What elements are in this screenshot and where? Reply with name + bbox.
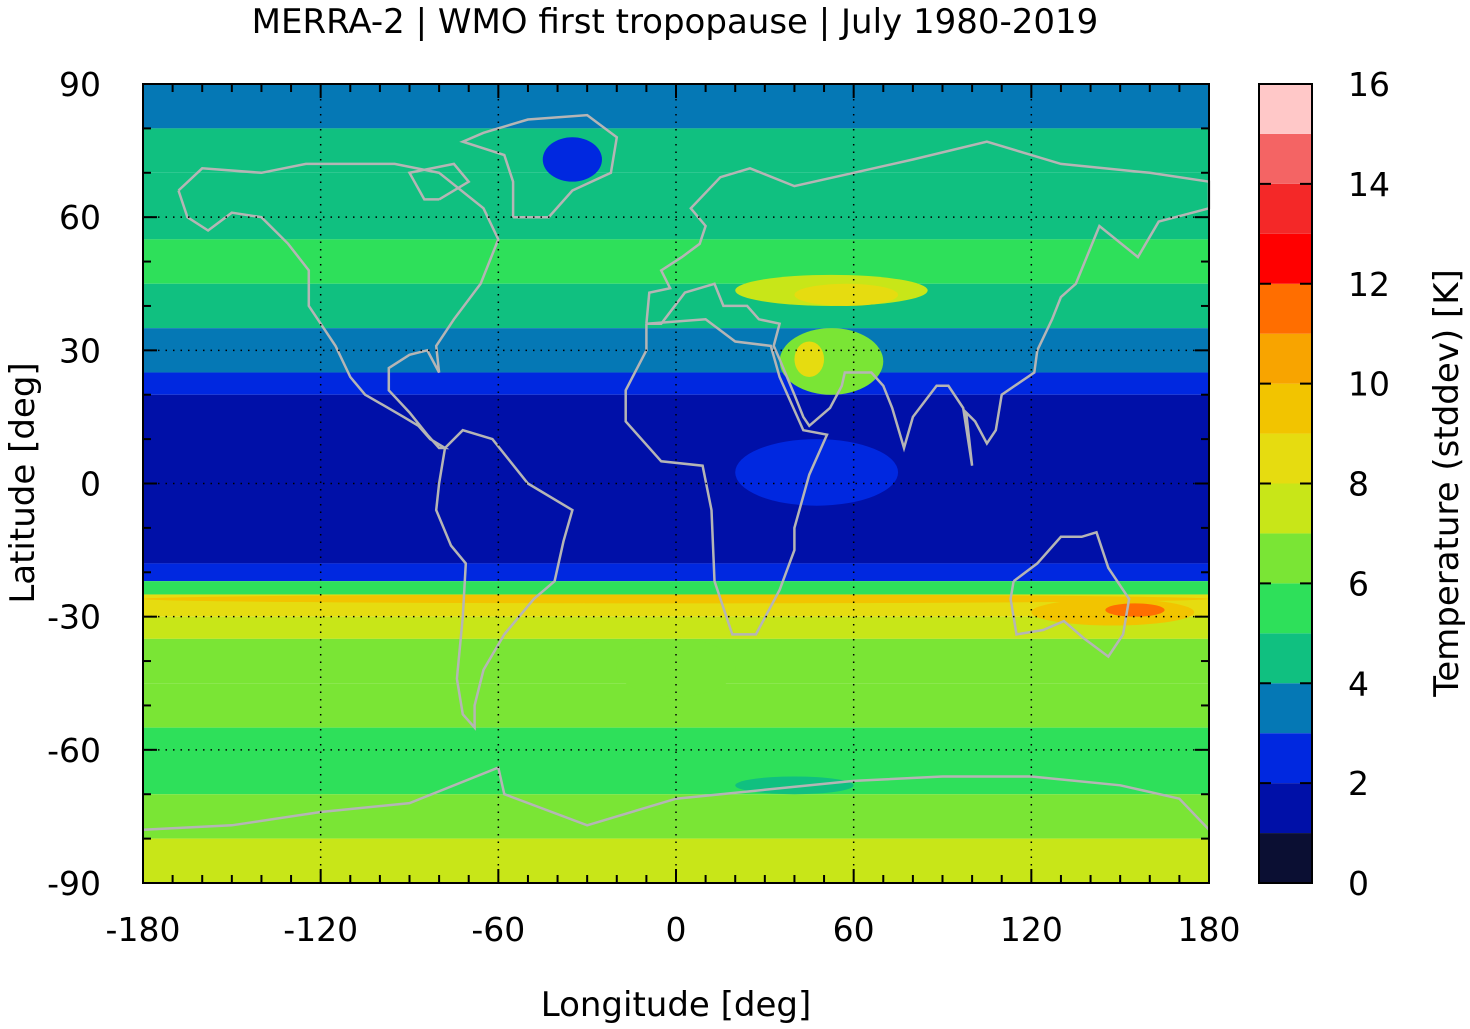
colorbar-swatch	[1259, 333, 1312, 384]
y-axis: 90 60 30 0 -30 -60 -90	[47, 65, 1209, 903]
coastlines	[142, 113, 1211, 831]
colorbar-swatch	[1259, 133, 1312, 184]
colorbar-tick-label: 0	[1348, 864, 1369, 903]
x-tick-label: 120	[1000, 910, 1063, 949]
zonal-band	[143, 794, 1209, 839]
zonal-band	[143, 372, 1209, 395]
chart-title: MERRA-2 | WMO first tropopause | July 19…	[251, 2, 1099, 42]
colorbar-swatch	[1259, 683, 1312, 734]
colorbar-swatch	[1259, 183, 1312, 234]
colorbar-swatch	[1259, 283, 1312, 334]
colorbar-tick-label: 2	[1348, 764, 1369, 803]
x-tick-label: 180	[1178, 910, 1241, 949]
field-feature	[143, 594, 1209, 604]
y-axis-label: Latitude [deg]	[3, 362, 43, 603]
colorbar-tick-label: 6	[1348, 564, 1369, 603]
y-tick-label: 60	[59, 198, 101, 237]
x-axis-label: Longitude [deg]	[541, 985, 812, 1025]
x-tick-label: 0	[666, 910, 687, 949]
y-tick-label: 30	[59, 331, 101, 370]
colorbar-swatch	[1259, 483, 1312, 534]
field-feature	[542, 137, 602, 182]
zonal-band	[143, 172, 1209, 240]
colorbar-tick-label: 4	[1348, 664, 1369, 703]
colorbar-swatch	[1259, 233, 1312, 284]
coastline	[407, 162, 471, 201]
colorbar-label: Temperature (stddev) [K]	[1427, 269, 1467, 698]
colorbar-swatch	[1259, 633, 1312, 684]
colorbar-tick-label: 8	[1348, 465, 1369, 504]
field-feature	[794, 341, 825, 377]
colorbar-ticks: 16 14 12 10 8 6 4 2 0	[1259, 65, 1390, 903]
colorbar-tick-label: 14	[1348, 165, 1390, 204]
colorbar-swatch	[1259, 533, 1312, 584]
colorbar	[1259, 84, 1312, 883]
coastline	[459, 113, 619, 219]
coastline	[434, 428, 574, 731]
x-tick-label: -120	[283, 910, 358, 949]
colorbar-swatch	[1259, 433, 1312, 484]
colorbar-swatch	[1259, 733, 1312, 784]
colorbar-swatch	[1259, 833, 1312, 883]
coastline	[177, 162, 500, 450]
x-axis: -180 -120 -60 0 60 120 180	[106, 84, 1241, 949]
y-tick-label: -60	[47, 731, 101, 770]
field-feature	[735, 439, 899, 506]
colorbar-swatch	[1259, 383, 1312, 434]
zonal-band	[143, 616, 1209, 639]
field-feature	[616, 847, 1209, 879]
field-feature	[616, 638, 736, 697]
x-tick-label: 60	[833, 910, 875, 949]
colorbar-tick-label: 12	[1348, 265, 1390, 304]
colorbar-swatch	[1259, 783, 1312, 834]
coastline	[1009, 530, 1131, 659]
colorbar-tick-label: 16	[1348, 65, 1390, 104]
coastline	[142, 765, 1210, 831]
colorbar-tick-label: 10	[1348, 365, 1390, 404]
colorbar-swatch	[1259, 84, 1312, 134]
x-tick-label: -180	[106, 910, 181, 949]
y-tick-label: 90	[59, 65, 101, 104]
zonal-band	[143, 128, 1209, 173]
y-tick-label: 0	[80, 465, 101, 504]
coastline	[645, 140, 1211, 466]
x-tick-label: -60	[471, 910, 525, 949]
y-tick-label: -30	[47, 598, 101, 637]
gridlines	[143, 84, 1209, 883]
zonal-band	[143, 394, 1209, 564]
field-feature	[794, 283, 899, 306]
coastline	[624, 318, 829, 636]
zonal-band	[143, 727, 1209, 795]
y-tick-label: -90	[47, 864, 101, 903]
colorbar-swatch	[1259, 583, 1312, 634]
field-feature	[1105, 603, 1165, 617]
